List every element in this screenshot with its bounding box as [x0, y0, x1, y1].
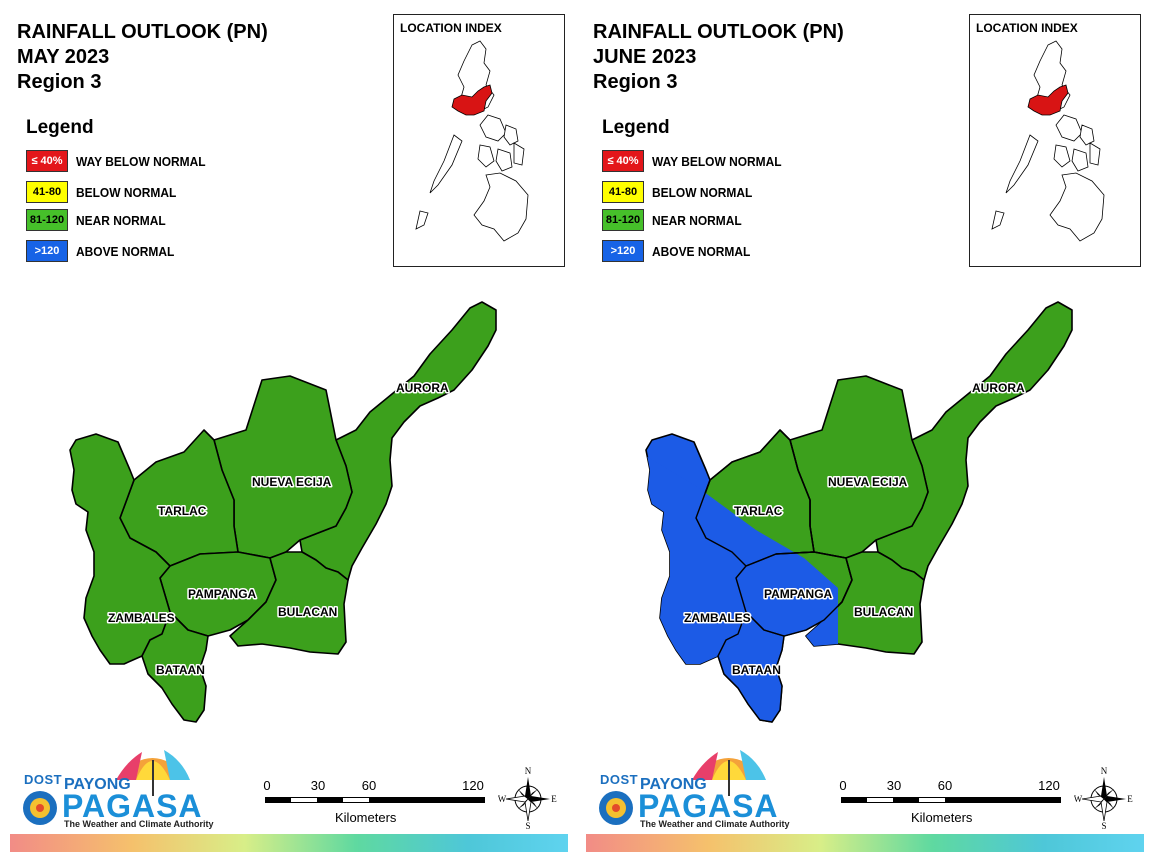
location-index-inset: LOCATION INDEX: [969, 14, 1141, 267]
scale-bar-graphic: [265, 797, 485, 803]
logo-pagasa: PAGASA: [638, 788, 779, 824]
logo-dost: DOST: [600, 772, 639, 787]
region-3-map: AURORA NUEVA ECIJA TARLAC PAMPANGA BULAC…: [645, 301, 1073, 723]
label-zambales: ZAMBALES: [108, 611, 175, 625]
svg-text:S: S: [1101, 821, 1106, 831]
scale-bar: 0 30 60 120 Kilometers: [839, 778, 1071, 828]
province-bataan: [141, 611, 209, 723]
dost-seal-icon: [23, 791, 57, 825]
umbrella-icon: [116, 750, 190, 796]
panel-june: RAINFALL OUTLOOK (PN) JUNE 2023 Region 3…: [576, 0, 1152, 864]
scale-tick: 120: [462, 778, 484, 793]
scale-tick: 30: [310, 778, 326, 793]
logo-payong: PAYONG: [640, 776, 707, 793]
label-aurora: AURORA: [396, 381, 449, 395]
label-bulacan: BULACAN: [278, 605, 337, 619]
compass-rose-icon: N S W E: [1074, 766, 1133, 831]
scale-unit: Kilometers: [335, 810, 397, 825]
region-3-highlight: [451, 84, 493, 116]
svg-text:E: E: [1127, 794, 1133, 804]
svg-text:N: N: [525, 766, 532, 776]
title-line-1: RAINFALL OUTLOOK (PN): [593, 21, 844, 43]
map-title: RAINFALL OUTLOOK (PN) JUNE 2023 Region 3: [593, 20, 844, 95]
umbrella-icon: [692, 750, 766, 796]
scale-tick: 60: [361, 778, 377, 793]
scale-bar-graphic: [841, 797, 1061, 803]
logo-tagline: The Weather and Climate Authority: [64, 819, 214, 829]
title-region: Region 3: [17, 71, 102, 93]
legend-label: NEAR NORMAL: [652, 213, 742, 228]
panel-may: RAINFALL OUTLOOK (PN) MAY 2023 Region 3 …: [10, 14, 568, 852]
philippines-outline: [415, 40, 529, 242]
svg-text:N: N: [1101, 766, 1108, 776]
legend-swatch: ≤ 40%: [26, 150, 68, 172]
scale-tick: 0: [839, 778, 847, 793]
title-month: MAY 2023: [17, 46, 110, 68]
legend-title: Legend: [602, 117, 670, 138]
scale-tick: 120: [1038, 778, 1060, 793]
scale-tick: 30: [886, 778, 902, 793]
scale-tick: 60: [937, 778, 953, 793]
legend-swatch: 41-80: [26, 181, 68, 203]
legend-label: BELOW NORMAL: [76, 185, 177, 200]
inset-title: LOCATION INDEX: [976, 21, 1078, 35]
title-line-1: RAINFALL OUTLOOK (PN): [17, 21, 268, 43]
legend-label: ABOVE NORMAL: [76, 244, 175, 259]
province-aurora: [875, 301, 1073, 581]
title-region: Region 3: [593, 71, 678, 93]
label-pampanga: PAMPANGA: [764, 587, 833, 601]
legend-swatch: 81-120: [26, 209, 68, 231]
svg-text:W: W: [1074, 794, 1083, 804]
legend-title: Legend: [26, 117, 94, 138]
title-month: JUNE 2023: [593, 46, 697, 68]
legend-label: WAY BELOW NORMAL: [76, 154, 206, 169]
scale-bar: 0 30 60 120 Kilometers: [263, 778, 495, 828]
province-bulacan: [229, 551, 349, 655]
label-bataan: BATAAN: [156, 663, 205, 677]
label-tarlac: TARLAC: [158, 504, 207, 518]
province-aurora: [299, 301, 497, 581]
svg-text:W: W: [498, 794, 507, 804]
legend-label: ABOVE NORMAL: [652, 244, 751, 259]
label-bulacan: BULACAN: [854, 605, 913, 619]
dost-seal-icon: [599, 791, 633, 825]
logo-payong: PAYONG: [64, 776, 131, 793]
pagasa-logo: DOST PAYONG PAGASA The Weather and Clima…: [594, 740, 790, 832]
legend-swatch: 41-80: [602, 181, 644, 203]
legend-label: WAY BELOW NORMAL: [652, 154, 782, 169]
compass-rose-icon: N S W E: [498, 766, 557, 831]
logo-pagasa: PAGASA: [62, 788, 203, 824]
svg-text:E: E: [551, 794, 557, 804]
label-bataan: BATAAN: [732, 663, 781, 677]
logo-tagline: The Weather and Climate Authority: [640, 819, 790, 829]
inset-title: LOCATION INDEX: [400, 21, 502, 35]
location-index-inset: LOCATION INDEX: [393, 14, 565, 267]
legend-label: BELOW NORMAL: [652, 185, 753, 200]
logo-dost: DOST: [24, 772, 63, 787]
region-3-map: AURORA NUEVA ECIJA TARLAC PAMPANGA BULAC…: [69, 301, 497, 723]
svg-text:S: S: [525, 821, 530, 831]
pagasa-logo: DOST PAYONG PAGASA The Weather and Clima…: [18, 740, 214, 832]
legend-label: NEAR NORMAL: [76, 213, 166, 228]
legend-swatch: ≤ 40%: [602, 150, 644, 172]
label-aurora: AURORA: [972, 381, 1025, 395]
label-pampanga: PAMPANGA: [188, 587, 257, 601]
legend-swatch: 81-120: [602, 209, 644, 231]
label-nueva-ecija: NUEVA ECIJA: [828, 475, 908, 489]
label-zambales: ZAMBALES: [684, 611, 751, 625]
legend-swatch: >120: [602, 240, 644, 262]
label-tarlac: TARLAC: [734, 504, 783, 518]
map-title: RAINFALL OUTLOOK (PN) MAY 2023 Region 3: [17, 20, 268, 95]
scale-unit: Kilometers: [911, 810, 973, 825]
legend-swatch: >120: [26, 240, 68, 262]
color-footer-bar: [586, 834, 1144, 852]
color-footer-bar: [10, 834, 568, 852]
label-nueva-ecija: NUEVA ECIJA: [252, 475, 332, 489]
region-3-highlight: [1027, 84, 1069, 116]
philippines-outline: [991, 40, 1105, 242]
scale-tick: 0: [263, 778, 271, 793]
